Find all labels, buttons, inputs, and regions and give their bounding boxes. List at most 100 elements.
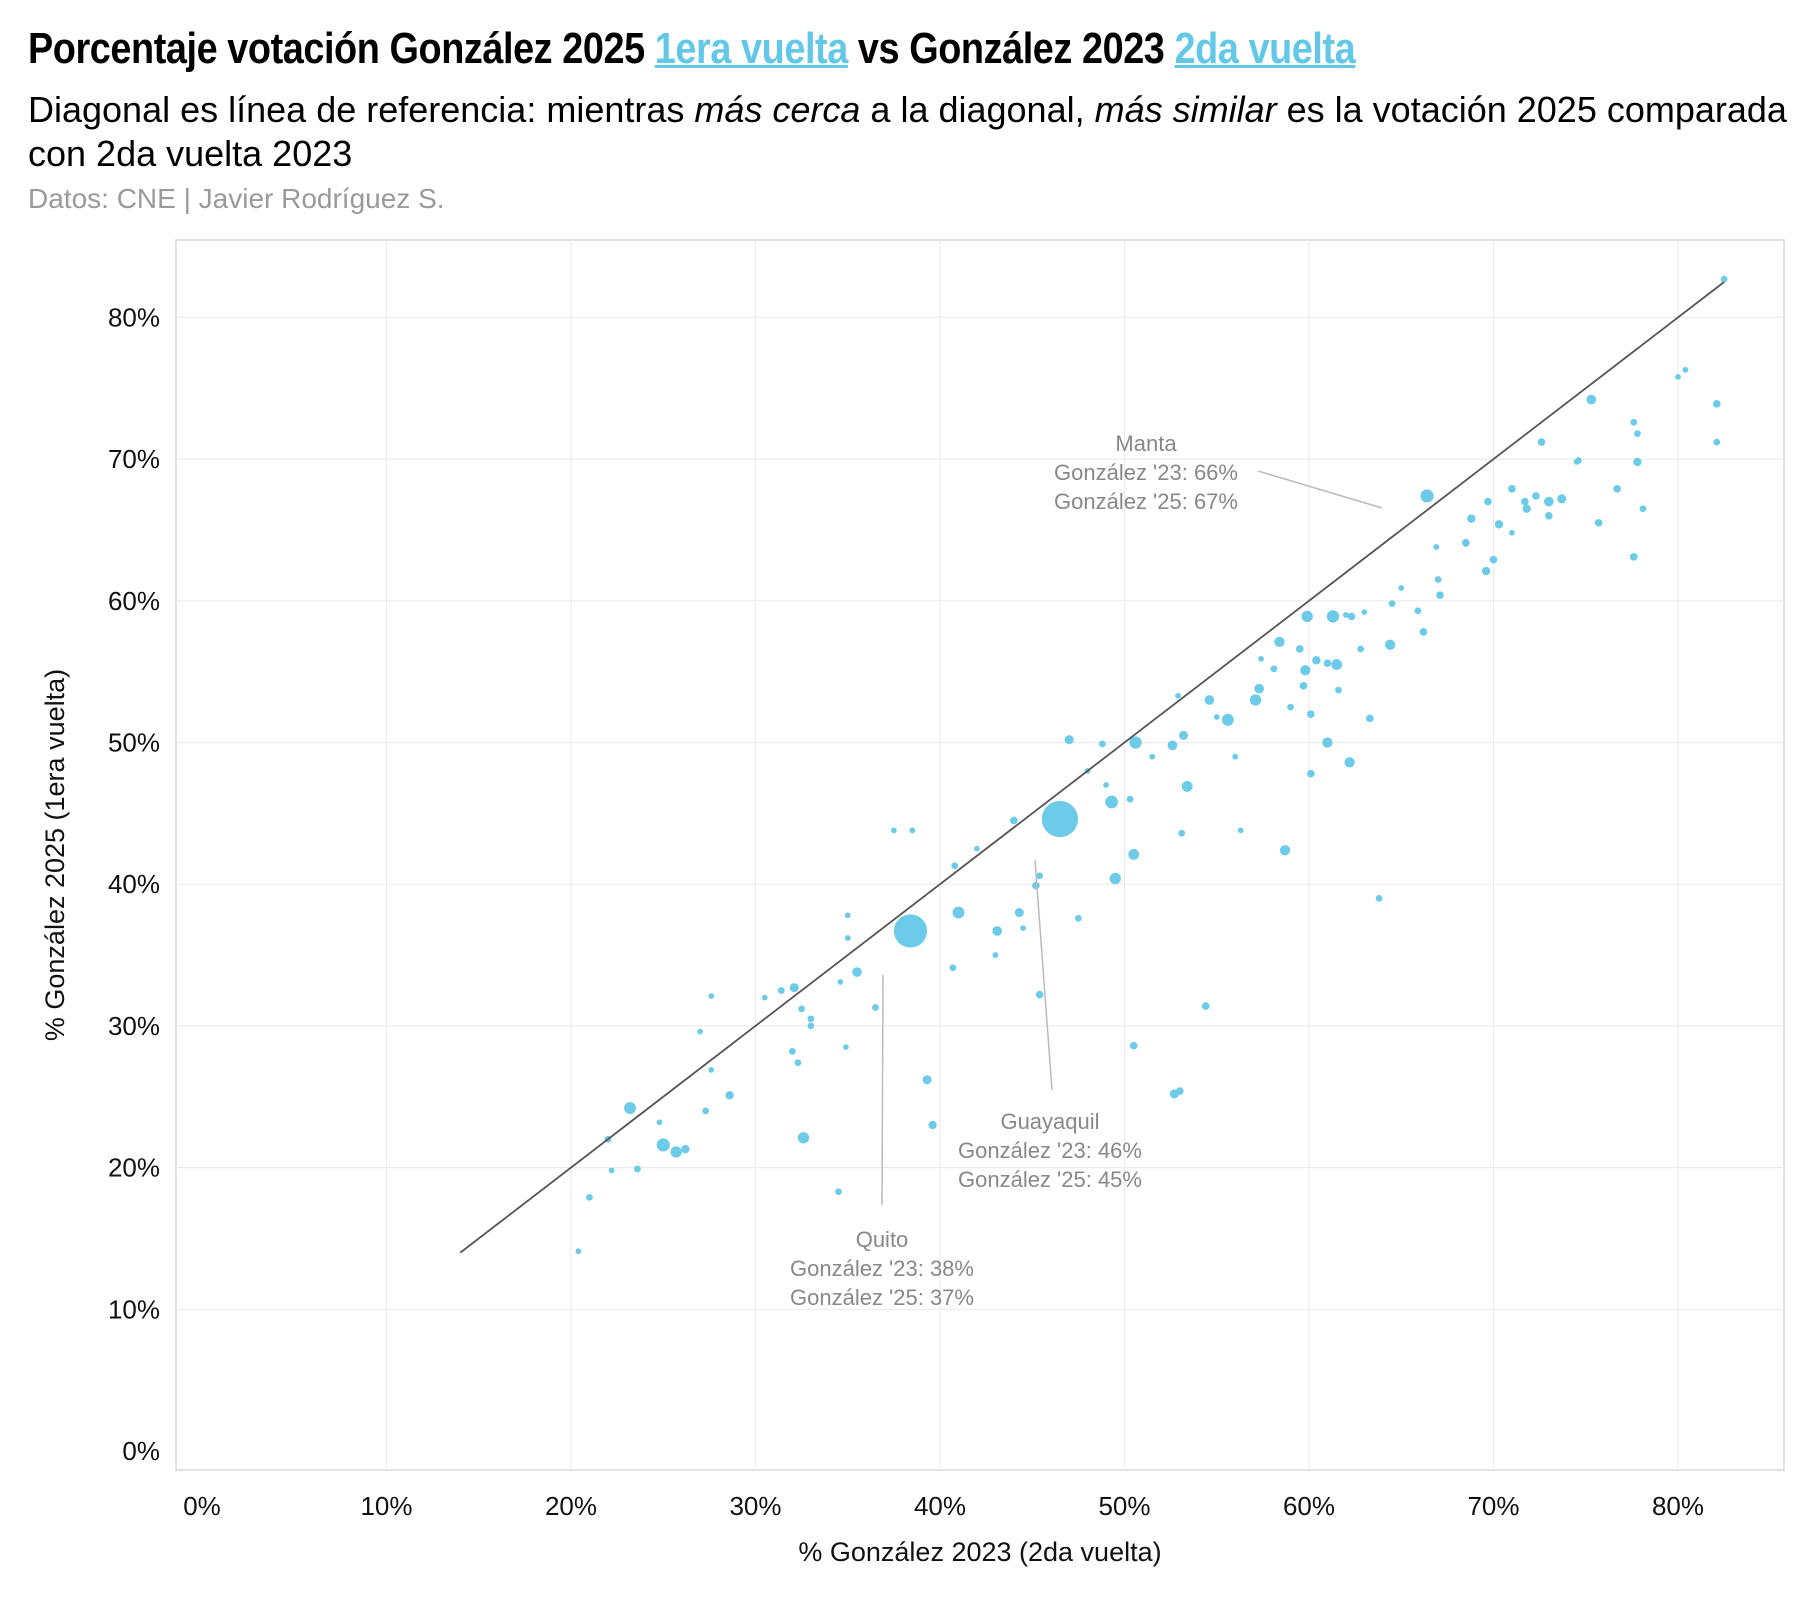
data-point (1630, 418, 1638, 426)
subtitle-part: es la votación 2025 comparada con 2da vu… (28, 89, 1787, 174)
data-points (575, 275, 1728, 1255)
data-point (1307, 769, 1315, 778)
data-point (1675, 374, 1681, 380)
data-point (1149, 753, 1156, 760)
x-tick-label: 50% (1098, 1491, 1150, 1521)
data-point (1014, 908, 1024, 918)
annotation-label: González '23: 46% (958, 1138, 1142, 1163)
data-point (952, 906, 965, 919)
data-point (1509, 529, 1515, 536)
data-point (1258, 656, 1264, 662)
title-highlight-first-round: 1era vuelta (654, 24, 848, 73)
y-tick-label: 20% (108, 1153, 160, 1183)
data-point (807, 1022, 815, 1030)
y-tick-label: 10% (108, 1294, 160, 1324)
annotations: Quito González '23: 38% González '25: 37% G… (790, 431, 1383, 1310)
data-point (797, 1132, 810, 1144)
title-part: vs González 2023 (847, 24, 1175, 73)
data-point (1545, 511, 1553, 520)
x-tick-label: 10% (360, 1491, 412, 1521)
data-point (1521, 497, 1529, 506)
data-point (844, 935, 851, 941)
data-point (624, 1102, 636, 1114)
data-point (1064, 735, 1074, 745)
data-point (725, 1091, 734, 1100)
data-point (1682, 366, 1689, 373)
data-point (1287, 703, 1294, 711)
data-point (1103, 782, 1109, 788)
data-point (843, 1044, 849, 1051)
data-point (608, 1167, 615, 1174)
data-point (1366, 714, 1374, 723)
y-axis-label: % González 2025 (1era vuelta) (40, 669, 70, 1041)
data-point (1343, 612, 1349, 618)
data-point (1481, 566, 1491, 576)
data-point (1522, 504, 1531, 513)
data-point (1098, 740, 1106, 748)
x-tick-label: 80% (1652, 1491, 1704, 1521)
y-tick-label: 0% (122, 1436, 160, 1466)
annotation-leader-line (1034, 859, 1053, 1091)
data-point (1484, 497, 1492, 506)
y-tick-label: 50% (108, 728, 160, 758)
data-point (1249, 694, 1262, 706)
data-point (1419, 628, 1428, 636)
data-point (1335, 686, 1342, 694)
data-point (1036, 872, 1044, 880)
data-point (1041, 800, 1079, 838)
data-point (1129, 736, 1142, 749)
data-point (1433, 544, 1440, 550)
data-point (1075, 914, 1082, 922)
data-point (789, 983, 799, 993)
data-point (1398, 585, 1405, 591)
data-point (1414, 607, 1422, 615)
data-point (777, 987, 785, 994)
data-point (1462, 541, 1469, 547)
plot-frame (175, 239, 1785, 1471)
data-point (1300, 665, 1311, 676)
data-point (1573, 459, 1580, 465)
data-point (951, 862, 959, 870)
data-point (1537, 438, 1546, 446)
x-tick-label: 20% (545, 1491, 597, 1521)
data-point (992, 926, 1003, 936)
data-point (1179, 730, 1189, 740)
data-point (1032, 881, 1040, 890)
data-point (1489, 555, 1498, 564)
data-point (1254, 683, 1265, 694)
x-tick-label: 40% (914, 1491, 966, 1521)
data-point (586, 1193, 593, 1201)
data-point (1178, 829, 1186, 837)
data-point (1167, 740, 1178, 751)
data-point (1213, 714, 1220, 720)
annotation-label: González '25: 67% (1054, 489, 1238, 514)
data-point (708, 1066, 715, 1073)
data-point (761, 994, 768, 1001)
data-point (1508, 485, 1516, 493)
y-axis-ticks: 0% 10% 20% 30% 40% 50% 60% 70% 80% (108, 302, 160, 1466)
data-point (1129, 1041, 1138, 1050)
data-point (634, 1165, 641, 1173)
data-point (1279, 845, 1291, 856)
x-tick-label: 0% (183, 1491, 221, 1521)
data-point (1420, 489, 1434, 503)
data-point (670, 1146, 682, 1158)
data-point (1274, 636, 1285, 648)
data-point (1361, 609, 1368, 615)
data-point (1613, 485, 1621, 493)
data-point (1232, 753, 1239, 760)
data-point (1270, 665, 1278, 673)
annotation-label: Guayaquil (1000, 1109, 1099, 1134)
data-point (891, 827, 897, 834)
annotation-label: Manta (1115, 431, 1177, 456)
title-highlight-second-round: 2da vuelta (1174, 24, 1356, 73)
data-point (1586, 394, 1597, 405)
reference-diagonal-line (459, 281, 1725, 1254)
y-tick-label: 70% (108, 444, 160, 474)
annotation-label: González '23: 66% (1054, 460, 1238, 485)
data-point (992, 952, 999, 958)
data-point (1307, 710, 1315, 718)
data-point (798, 1005, 805, 1013)
data-point (1322, 737, 1333, 748)
x-tick-label: 60% (1283, 1491, 1335, 1521)
